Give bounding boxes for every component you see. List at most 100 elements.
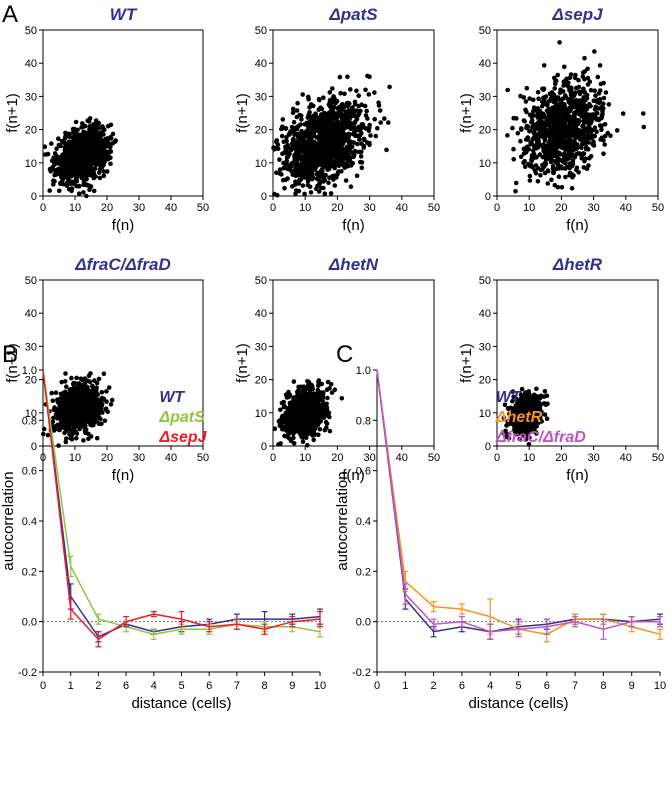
scatter-point [564,77,569,83]
scatter-point [105,156,111,162]
x-tick-label: 20 [101,452,113,464]
scatter-point [99,390,105,395]
scatter-point [84,182,90,187]
scatter-point [523,99,529,104]
x-tick-label: 10 [523,202,535,214]
scatter-point [51,155,56,160]
scatter-point [569,139,574,145]
x-tick-label: 0 [494,452,500,464]
scatter-point [95,392,101,397]
scatter-point [83,406,88,412]
scatter-point [64,384,69,390]
y-tick-label: 20 [479,375,491,387]
scatter-point [299,128,304,134]
scatter-point [338,137,343,143]
scatter-point [79,393,85,399]
scatter-point [104,389,109,394]
y-tick-label: 30 [479,341,491,353]
scatter-point [573,72,578,78]
scatter-point [97,170,102,175]
scatter-point [552,75,557,81]
scatter-point [573,142,579,148]
scatter-point [521,146,527,152]
scatter-point [60,176,66,182]
scatter-point [557,90,563,96]
scatter-point [283,147,288,153]
scatter-point [316,107,322,112]
scatter-point [91,175,97,180]
scatter-point [322,178,328,183]
scatter-point [332,183,338,188]
scatter-point [307,390,312,396]
y-tick-label: 20 [255,125,267,137]
scatter-point [45,432,51,438]
y-tick-label: 0 [261,441,267,453]
scatter-point [305,443,310,448]
scatter-point [300,133,306,139]
scatter-point [92,137,97,143]
x-tick-label: 0 [270,452,276,464]
scatter-point [290,184,295,189]
chart-title: ΔsepJ [551,5,603,24]
scatter-point [341,163,347,168]
y-tick-label: 20 [25,375,37,387]
scatter-point [291,141,297,146]
scatter-point [530,148,536,153]
scatter-point [325,167,331,172]
scatter-point [108,402,114,407]
scatter-point [581,151,586,156]
scatter-point [590,141,595,147]
scatter-point [318,162,324,168]
scatter-point [64,183,69,188]
scatter-point [530,136,535,142]
scatter-point [569,85,574,91]
scatter-point [71,426,77,431]
scatter-point [529,158,535,163]
scatter-point [601,137,606,143]
scatter-point [107,144,113,150]
scatter-points [41,371,115,448]
scatter-point [277,157,282,162]
scatter-point [84,167,89,173]
scatter-point [89,402,94,408]
scatter-point [305,182,311,188]
scatter-point [571,126,576,131]
scatter-point [570,144,575,149]
scatter-point [361,143,367,149]
scatter-point [308,190,314,195]
scatter-point [594,129,599,135]
scatter-point [533,136,539,141]
scatter-point [574,132,580,137]
scatter-point [572,92,577,97]
scatter-point [310,159,316,164]
scatter-point [66,152,71,158]
scatter-point [545,168,551,174]
scatter-point [337,74,343,80]
scatter-point [540,122,546,127]
scatter-point [589,118,594,124]
scatter-point [311,113,316,119]
scatter-point [337,145,342,150]
scatter-point [62,154,68,160]
scatter-point [535,106,541,111]
scatter-point [325,151,331,157]
scatter-point [329,162,335,167]
scatter-point [363,113,369,118]
y-axis-title: f(n+1) [234,343,251,383]
scatter-point [332,387,338,393]
scatter-point [76,142,82,148]
scatter-point [304,139,309,144]
scatter-points [505,40,647,194]
scatter-point [74,375,79,381]
scatter-point [83,384,89,389]
plot-frame [496,29,659,197]
scatter-point [591,98,597,103]
scatter-point [87,116,93,121]
x-tick-label: 40 [620,202,632,214]
scatter-point [288,129,294,134]
y-tick-label: 10 [255,158,267,170]
scatter-point [272,191,277,197]
scatter-point [303,166,309,172]
scatter-point [538,167,544,173]
scatter-point [357,137,362,142]
